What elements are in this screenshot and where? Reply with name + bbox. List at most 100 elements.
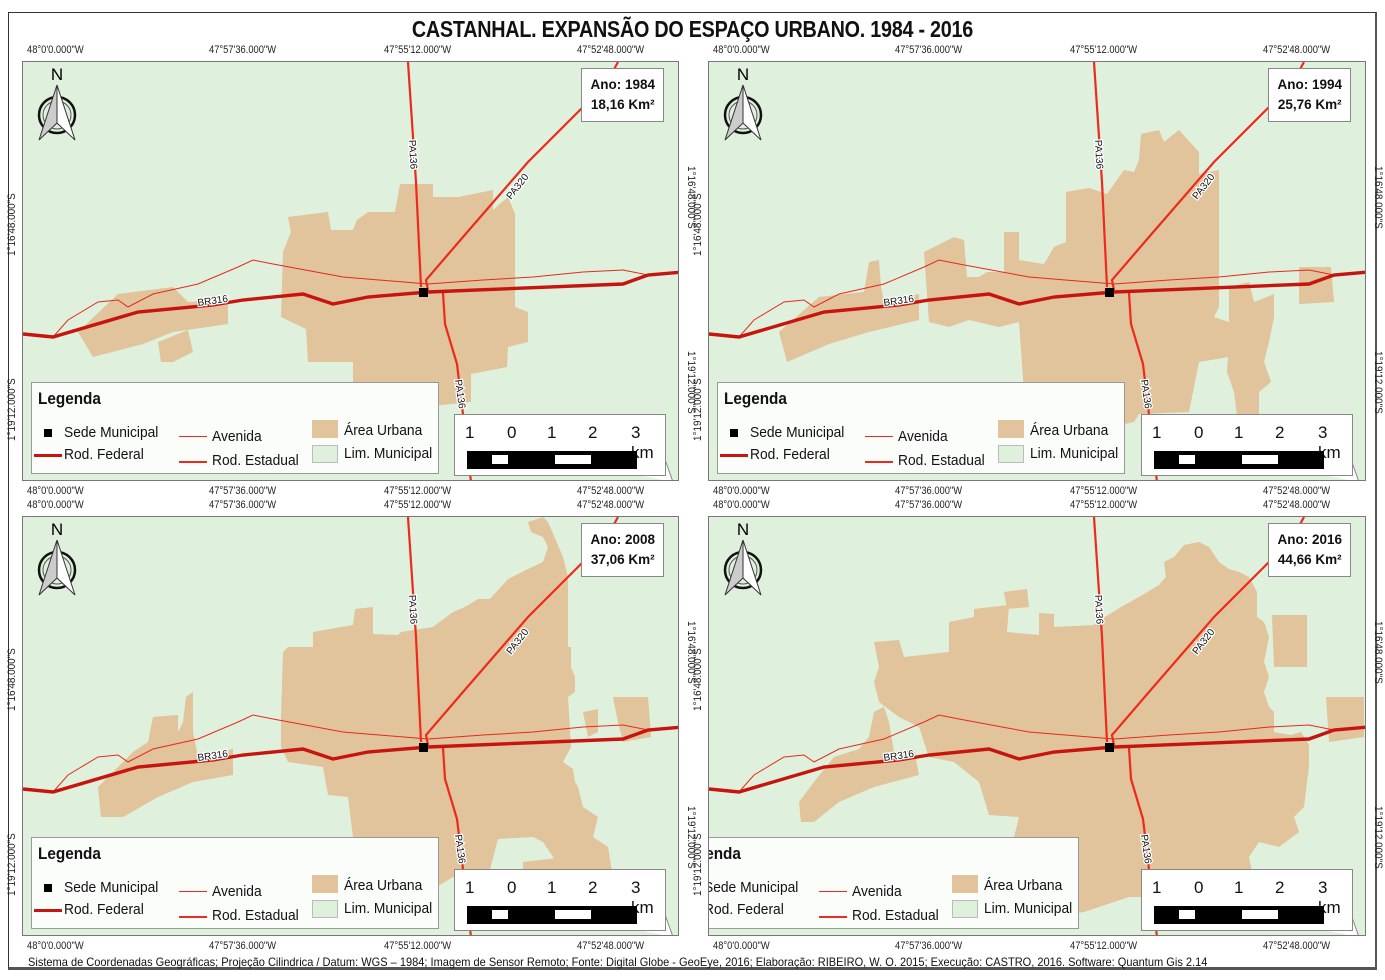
year-label: Ano: 2016 [1277,532,1342,547]
legend-box: Legenda Sede Municipal Avenida Área Urba… [31,382,439,474]
rod-federal-legend-icon [720,454,748,457]
legend-rod-estadual: Rod. Estadual [212,452,299,469]
br316-road [709,270,1365,339]
scale-label: 1 [547,423,557,442]
legend-title: Legenda [708,844,741,863]
longitude-label-top: 47°55'12.000"W [384,499,452,511]
avenida-line [738,714,1335,793]
rod-estadual-legend-icon [179,916,207,918]
scale-bar-graphic [1154,451,1324,469]
lim-municipal-legend-icon [952,900,978,918]
svg-text:N: N [737,520,749,539]
avenida-legend-icon [865,436,893,437]
sede-municipal-marker [419,743,428,752]
legend-area-urbana: Área Urbana [344,422,423,439]
map-panel-p1984[interactable]: BR316 PA136 PA136 PA320 N Ano: 1984 18,1… [22,61,679,481]
scale-label: 2 [1275,423,1285,442]
scale-label: 0 [1194,423,1204,442]
legend-lim-municipal: Lim. Municipal [1030,445,1119,462]
longitude-label-top: 47°57'36.000"W [895,499,963,511]
svg-text:PA136: PA136 [1092,595,1105,625]
rod-federal-legend-icon [34,454,62,457]
avenida-line [52,714,649,793]
legend-title: Legenda [724,389,787,408]
longitude-label-top: 47°52'48.000"W [577,499,645,511]
longitude-label-top: 47°55'12.000"W [1070,499,1138,511]
year-label: Ano: 1994 [1277,77,1342,92]
pa136-road-north [1092,62,1109,288]
svg-text:PA320: PA320 [505,172,532,202]
avenida-legend-icon [819,891,847,892]
legend-avenida: Avenida [852,883,902,900]
scale-label: 1 [1152,878,1162,897]
latitude-label-left: 1°19'12.000"S [6,833,18,896]
urban-area-legend-icon [312,420,338,438]
map-panel-p1994[interactable]: BR316 PA136 PA136 PA320 N Ano: 1994 25,7… [708,61,1366,481]
map-panel-p2008[interactable]: BR316 PA136 PA136 PA320 N Ano: 2008 37,0… [22,516,679,936]
longitude-label-bottom: 47°57'36.000"W [209,485,277,497]
longitude-label-top: 47°52'48.000"W [577,44,645,56]
avenida-legend-icon [179,891,207,892]
urban-area-polygon [281,517,613,897]
scale-label: 0 [507,878,517,897]
legend-rod-federal: Rod. Federal [708,901,784,918]
urban-area-polygon [1139,324,1229,362]
area-label: 37,06 Km² [590,552,655,567]
longitude-label-top: 47°55'12.000"W [384,44,452,56]
legend-sede: Sede Municipal [750,424,845,441]
svg-text:PA136: PA136 [452,379,467,410]
legend-sede: Sede Municipal [64,879,159,896]
year-area-box: Ano: 1994 25,76 Km² [1268,68,1351,122]
longitude-label-top: 47°52'48.000"W [1263,44,1331,56]
urban-area-polygon [874,542,1309,922]
latitude-label-left: 1°19'12.000"S [6,378,18,441]
legend-rod-estadual: Rod. Estadual [852,907,939,924]
legend-rod-federal: Rod. Federal [64,446,144,463]
legend-area-urbana: Área Urbana [984,877,1063,894]
urban-area-polygon [1299,267,1334,304]
scale-label: 1 [547,878,557,897]
legend-rod-federal: Rod. Federal [64,901,144,918]
avenida-line [52,259,649,338]
legend-box: Legenda Sede Municipal Avenida Área Urba… [31,837,439,929]
footer-credits: Sistema de Coordenadas Geográficas; Proj… [28,955,1208,969]
urban-area-legend-icon [312,875,338,893]
legend-box: Legenda Sede Municipal Avenida Área Urba… [717,382,1125,474]
legend-area-urbana: Área Urbana [344,877,423,894]
lim-municipal-legend-icon [998,445,1024,463]
svg-text:PA136: PA136 [1092,140,1105,170]
latitude-label-left: 1°19'12.000"S [692,378,704,441]
urban-area-polygon [583,709,598,737]
pa136-road-north [406,62,423,288]
sede-municipal-marker [419,288,428,297]
year-area-box: Ano: 2016 44,66 Km² [1268,523,1351,577]
legend-lim-municipal: Lim. Municipal [344,445,433,462]
scale-bar-graphic [1154,906,1324,924]
urban-area-legend-icon [952,875,978,893]
legend-title: Legenda [38,844,101,863]
map-panel-p2016[interactable]: BR316 PA136 PA136 PA320 N Ano: 2016 44,6… [708,516,1366,936]
scale-label: 0 [1194,878,1204,897]
rod-estadual-legend-icon [865,461,893,463]
avenida-legend-icon [179,436,207,437]
latitude-label-left: 1°16'48.000"S [6,648,18,711]
longitude-label-bottom: 47°55'12.000"W [1070,485,1138,497]
longitude-label-bottom: 47°52'48.000"W [1263,940,1331,952]
latitude-label-right: 1°19'12.000"S [1372,806,1384,869]
scale-label: 1 [1234,878,1244,897]
urban-area-polygon [98,692,233,817]
latitude-label-left: 1°16'48.000"S [6,193,18,256]
year-area-box: Ano: 1984 18,16 Km² [581,68,664,122]
avenida-line [738,259,1335,338]
legend-sede: Sede Municipal [64,424,159,441]
legend-avenida: Avenida [212,883,262,900]
legend-lim-municipal: Lim. Municipal [344,900,433,917]
br316-road [23,725,678,794]
legend-rod-estadual: Rod. Estadual [212,907,299,924]
longitude-label-bottom: 48°0'0.000"W [713,940,770,952]
longitude-label-top: 48°0'0.000"W [27,44,84,56]
lim-municipal-legend-icon [312,900,338,918]
